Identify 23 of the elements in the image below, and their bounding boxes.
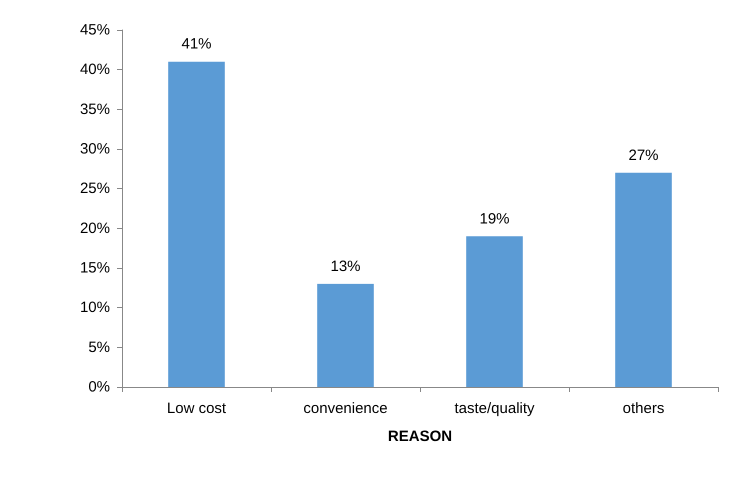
bar xyxy=(466,236,523,387)
data-label: 19% xyxy=(479,210,510,228)
x-tick-label: taste/quality xyxy=(454,400,536,417)
y-tick-label: 40% xyxy=(80,61,110,78)
y-tick-label: 10% xyxy=(80,299,110,316)
bar xyxy=(317,284,374,387)
x-tick-label: convenience xyxy=(303,400,388,417)
y-tick-label: 30% xyxy=(80,140,110,158)
y-tick-label: 25% xyxy=(80,180,110,198)
y-tick-label: 35% xyxy=(80,100,110,118)
x-tick-label: others xyxy=(622,400,664,417)
data-label: 27% xyxy=(628,146,659,164)
data-label: 13% xyxy=(330,258,361,275)
data-label: 41% xyxy=(181,36,212,53)
y-tick-label: 20% xyxy=(80,220,110,237)
y-tick-label: 5% xyxy=(88,338,110,356)
y-tick-label: 15% xyxy=(80,260,110,276)
y-tick-label: 0% xyxy=(88,378,110,396)
bar xyxy=(615,172,672,387)
y-tick-label: 45% xyxy=(80,22,110,38)
x-tick-label: Low cost xyxy=(166,400,227,417)
bar xyxy=(168,62,225,387)
x-axis-title: REASON xyxy=(388,428,452,445)
